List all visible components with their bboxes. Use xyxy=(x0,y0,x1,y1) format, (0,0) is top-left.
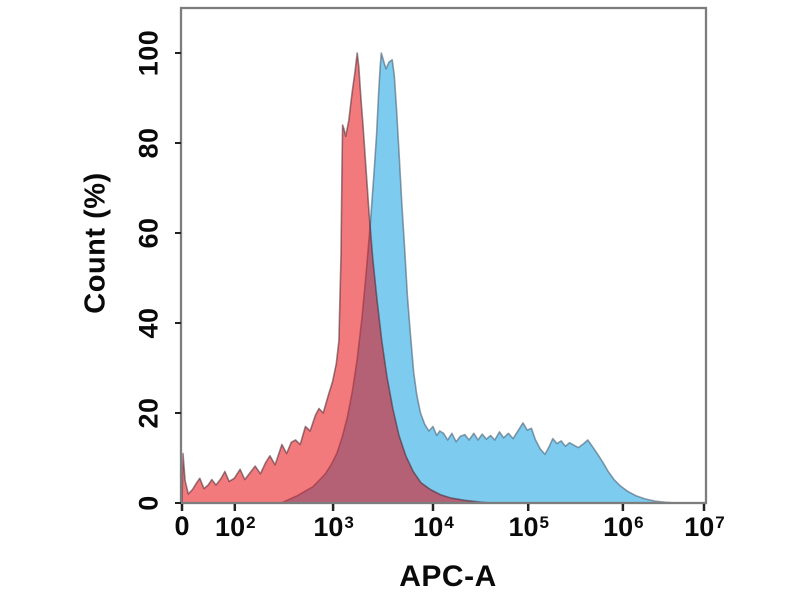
y-tick-label: 20 xyxy=(133,397,164,429)
y-tick-label: 0 xyxy=(133,495,164,511)
y-tick-label: 100 xyxy=(133,29,164,77)
x-tick-label: 0 xyxy=(174,511,190,541)
x-tick-label: 104 xyxy=(413,512,454,542)
x-tick-label: 105 xyxy=(508,512,549,542)
y-tick-label: 40 xyxy=(133,307,164,339)
x-tick-label: 103 xyxy=(313,512,354,542)
plot-frame xyxy=(179,6,708,505)
x-axis-title: APC-A xyxy=(399,560,497,593)
x-tick-label: 102 xyxy=(215,512,256,542)
y-tick-label: 80 xyxy=(133,127,164,159)
x-tick-label: 107 xyxy=(684,512,725,542)
x-tick-label: 106 xyxy=(603,512,644,542)
y-axis-title: Count (%) xyxy=(79,172,112,314)
red-histogram xyxy=(181,52,492,504)
y-tick-label: 60 xyxy=(133,217,164,249)
